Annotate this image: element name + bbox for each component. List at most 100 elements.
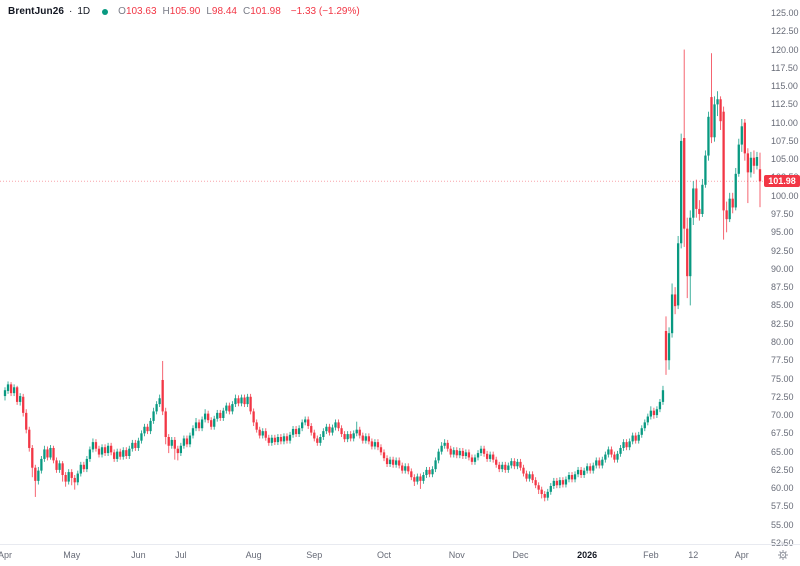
candle xyxy=(310,426,313,433)
candle xyxy=(282,436,286,442)
candle xyxy=(52,447,55,461)
candle xyxy=(325,426,328,432)
candlestick-chart[interactable] xyxy=(0,0,765,544)
candle xyxy=(676,243,680,306)
candle xyxy=(203,413,207,420)
candle xyxy=(555,480,558,486)
candle xyxy=(701,184,704,215)
candle xyxy=(240,397,243,404)
price-axis-label: 110.00 xyxy=(771,117,798,128)
candle xyxy=(264,431,267,438)
ohlc-readout: O 103.63 H 105.90 L 98.44 C 101.98 xyxy=(118,6,281,17)
candle xyxy=(631,435,634,442)
candle xyxy=(322,431,325,437)
candle xyxy=(379,447,383,453)
candle xyxy=(446,442,449,449)
candle xyxy=(219,412,222,418)
candle xyxy=(452,450,455,455)
candle xyxy=(540,489,543,495)
candle xyxy=(573,474,577,480)
candle xyxy=(152,411,155,421)
candle xyxy=(479,448,483,454)
candle xyxy=(34,467,37,481)
axis-settings-corner[interactable] xyxy=(765,544,800,566)
candle xyxy=(646,416,649,423)
candle xyxy=(307,419,310,427)
candle xyxy=(640,428,643,435)
price-axis-label: 72.50 xyxy=(771,391,794,402)
candle xyxy=(197,422,201,429)
candle xyxy=(643,422,646,429)
time-axis-label: Feb xyxy=(643,550,659,560)
candle xyxy=(346,434,349,440)
candle xyxy=(267,437,270,443)
candle xyxy=(467,452,471,458)
price-axis-label: 112.50 xyxy=(771,99,798,110)
candle xyxy=(252,411,255,423)
price-axis-label: 90.00 xyxy=(771,263,794,274)
price-axis-label: 107.50 xyxy=(771,135,799,146)
gear-icon xyxy=(777,550,788,560)
price-axis-label: 70.00 xyxy=(771,410,794,421)
time-axis-label: 2026 xyxy=(577,550,598,560)
candle xyxy=(188,435,192,445)
candle xyxy=(561,480,565,485)
candle xyxy=(25,412,28,430)
candle xyxy=(413,477,416,482)
candle xyxy=(610,449,613,455)
candle xyxy=(595,460,598,466)
candle xyxy=(9,384,13,394)
candle xyxy=(19,396,22,402)
candle xyxy=(549,485,552,492)
candle xyxy=(464,452,468,457)
time-axis-label: Nov xyxy=(448,550,465,560)
scale-toggle-icons[interactable]: ﹪ₗ xyxy=(780,541,789,547)
price-axis-label: 100.00 xyxy=(771,190,799,201)
candle xyxy=(288,434,292,441)
candle xyxy=(301,422,304,429)
symbol-name[interactable]: BrentJun26 xyxy=(8,6,65,17)
candle xyxy=(473,457,477,462)
candle xyxy=(119,451,122,457)
candle xyxy=(173,439,176,449)
candle xyxy=(134,442,137,448)
candle xyxy=(519,461,522,468)
legend-separator: · xyxy=(69,6,73,17)
price-axis-label: 75.00 xyxy=(771,373,794,384)
candle xyxy=(100,447,104,455)
candle xyxy=(470,457,474,462)
price-axis-label: 92.50 xyxy=(771,245,794,256)
candle xyxy=(182,438,186,446)
candle xyxy=(440,445,443,452)
candle xyxy=(567,475,571,480)
candle xyxy=(3,390,7,397)
candle xyxy=(589,466,592,471)
candle xyxy=(22,396,25,413)
candle xyxy=(592,465,595,471)
price-axis-label: 80.00 xyxy=(771,336,794,347)
candle xyxy=(704,155,707,185)
price-axis[interactable]: 125.00 122.50 120.00 117.50 115.00 112.50 110.… xyxy=(765,0,800,548)
candle xyxy=(683,138,686,229)
candle xyxy=(698,208,701,215)
candle xyxy=(319,437,322,443)
price-axis-label: 120.00 xyxy=(771,44,799,55)
time-axis-label: Apr xyxy=(734,550,749,560)
market-status-dot-icon xyxy=(102,8,109,15)
candle xyxy=(619,447,622,454)
candle xyxy=(407,466,410,472)
price-axis-label: 62.50 xyxy=(771,464,794,475)
close-value: 101.98 xyxy=(250,6,281,17)
candle xyxy=(713,104,716,138)
candle xyxy=(634,435,637,441)
last-price-value: 101.98 xyxy=(768,176,796,187)
candle xyxy=(361,435,364,441)
timeframe-label[interactable]: 1D xyxy=(77,6,91,17)
time-axis[interactable]: Apr May Jun Jul Aug Sep Oct Nov Dec 2026 Feb 12 Apr xyxy=(0,544,800,566)
candle xyxy=(501,464,504,470)
candle xyxy=(58,463,61,470)
candle xyxy=(582,470,586,476)
candle xyxy=(70,472,73,478)
candle xyxy=(598,460,601,466)
candle xyxy=(376,442,380,448)
